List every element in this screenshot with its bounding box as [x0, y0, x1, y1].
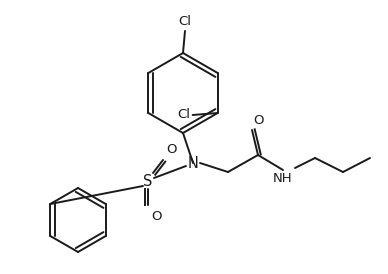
- Text: O: O: [151, 210, 161, 223]
- Text: S: S: [143, 173, 153, 189]
- Text: O: O: [253, 114, 263, 127]
- Text: Cl: Cl: [178, 15, 192, 28]
- Text: Cl: Cl: [178, 109, 191, 121]
- Text: N: N: [187, 156, 198, 170]
- Text: NH: NH: [273, 172, 293, 185]
- Text: O: O: [166, 143, 177, 156]
